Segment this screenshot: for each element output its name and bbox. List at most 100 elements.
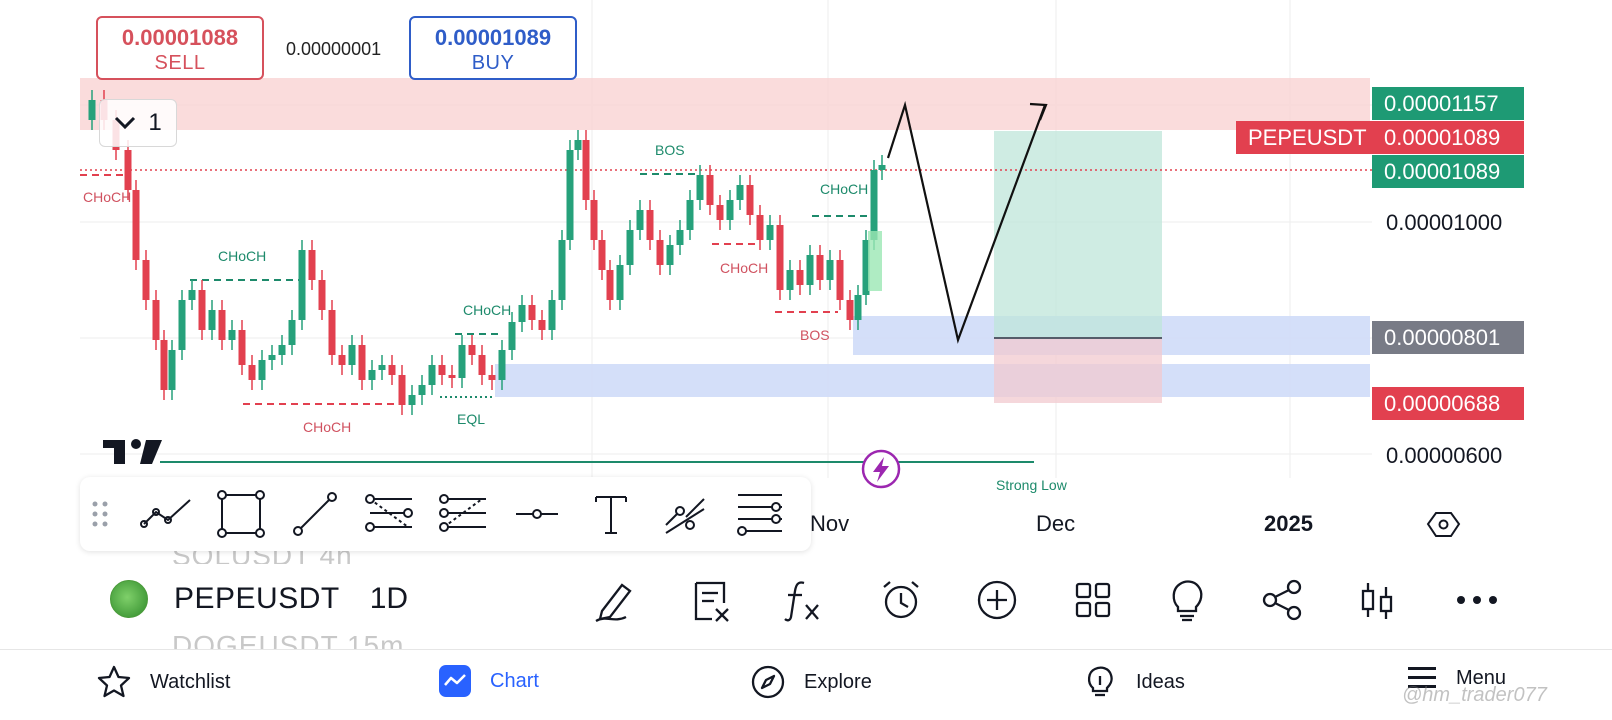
event-lightning-icon[interactable] bbox=[861, 449, 901, 489]
indicators-button[interactable] bbox=[778, 575, 828, 625]
candle-body bbox=[574, 140, 582, 150]
share-icon bbox=[1262, 579, 1302, 621]
candle-body bbox=[836, 260, 844, 300]
candle-body bbox=[318, 280, 326, 310]
indicators-count: 1 bbox=[148, 109, 162, 136]
candle-body bbox=[188, 290, 196, 300]
candlestick-icon bbox=[1361, 583, 1393, 619]
long-position-loss[interactable] bbox=[994, 338, 1162, 403]
draw-button[interactable] bbox=[590, 575, 640, 625]
trendline-tool-icon bbox=[293, 492, 337, 536]
candle-body bbox=[88, 100, 96, 120]
candle-body bbox=[288, 320, 296, 345]
candle-body bbox=[178, 300, 186, 350]
drag-handle[interactable] bbox=[80, 487, 120, 541]
entry-price-tag: 0.00000801 bbox=[1372, 321, 1524, 354]
long-position-profit[interactable] bbox=[994, 131, 1162, 338]
fib-retracement-tool[interactable] bbox=[362, 487, 416, 541]
projection-path[interactable] bbox=[886, 100, 1047, 344]
candle-body bbox=[268, 355, 276, 360]
path-tool-icon bbox=[140, 499, 191, 528]
time-tick: Nov bbox=[810, 511, 850, 536]
candle-body bbox=[862, 240, 870, 295]
rectangle-tool-icon bbox=[217, 490, 265, 538]
candle-body bbox=[566, 150, 574, 240]
eql-label: EQL bbox=[457, 411, 485, 427]
lightbulb-icon bbox=[1172, 580, 1203, 622]
candle-body bbox=[806, 255, 814, 285]
supply-zone bbox=[80, 78, 1370, 130]
measure-tool[interactable] bbox=[658, 487, 712, 541]
candle-body bbox=[756, 215, 764, 240]
buy-label: BUY bbox=[471, 52, 515, 74]
path-tool[interactable] bbox=[140, 487, 194, 541]
time-tick: Dec bbox=[1036, 511, 1076, 536]
compass-icon bbox=[751, 665, 785, 699]
candle-body bbox=[498, 350, 506, 380]
more-options-button[interactable] bbox=[1452, 575, 1502, 625]
fib-retracement-icon bbox=[365, 494, 413, 532]
candle-body bbox=[656, 240, 664, 265]
chart-type-button[interactable] bbox=[1352, 575, 1402, 625]
pitchfork-tool[interactable] bbox=[436, 487, 490, 541]
candle-body bbox=[338, 355, 346, 365]
horizontal-ray-tool[interactable] bbox=[510, 487, 564, 541]
candle-body bbox=[766, 225, 774, 240]
trendline-tool[interactable] bbox=[288, 487, 342, 541]
alarm-clock-icon bbox=[883, 581, 919, 619]
candle-body bbox=[706, 175, 714, 205]
nav-menu[interactable]: Menu bbox=[1406, 664, 1506, 692]
nav-chart[interactable]: Chart bbox=[438, 664, 539, 698]
nav-watchlist[interactable]: Watchlist bbox=[96, 664, 230, 700]
candle-body bbox=[488, 375, 496, 380]
nav-ideas[interactable]: Ideas bbox=[1082, 664, 1185, 700]
sell-label: SELL bbox=[154, 52, 206, 74]
choch-label: CHoCH bbox=[218, 248, 266, 264]
tradingview-logo-icon bbox=[103, 439, 162, 464]
price-chart[interactable]: CHoCH CHoCH CHoCH CHoCH BOS EQL CHoCH CH… bbox=[0, 0, 1612, 560]
candle-body bbox=[378, 365, 386, 370]
candle-body bbox=[418, 385, 426, 395]
candle-body bbox=[726, 200, 734, 220]
sell-price: 0.00001088 bbox=[121, 25, 239, 50]
candle-body bbox=[160, 340, 168, 390]
add-button[interactable] bbox=[972, 575, 1022, 625]
pitchfork-icon bbox=[439, 494, 486, 532]
candle-body bbox=[538, 320, 546, 330]
layout-button[interactable] bbox=[1068, 575, 1118, 625]
projection-arrowhead bbox=[1029, 102, 1048, 121]
symbol-price-tag: PEPEUSDT bbox=[1236, 121, 1372, 154]
rectangle-tool[interactable] bbox=[214, 487, 268, 541]
candle-body bbox=[218, 310, 226, 340]
symbol-selector[interactable]: PEPEUSDT 1D bbox=[110, 580, 408, 618]
price-tick: 0.00000600 bbox=[1386, 443, 1503, 468]
chart-settings-icon[interactable] bbox=[1426, 512, 1461, 537]
measure-tool-icon bbox=[665, 498, 705, 534]
indicators-collapse-button[interactable]: 1 bbox=[99, 99, 177, 147]
clear-drawings-button[interactable] bbox=[686, 575, 736, 625]
bid-price-tag: 0.00001089 bbox=[1372, 155, 1524, 188]
candle-body bbox=[696, 175, 704, 200]
hamburger-menu-icon bbox=[1408, 667, 1436, 688]
text-tool[interactable] bbox=[584, 487, 638, 541]
candle-body bbox=[528, 305, 536, 320]
more-tools[interactable] bbox=[732, 487, 786, 541]
candle-body bbox=[776, 225, 784, 290]
candle-body bbox=[686, 200, 694, 230]
ideas-button[interactable] bbox=[1162, 575, 1212, 625]
bos-label: BOS bbox=[655, 142, 685, 158]
watchlist-peek-below[interactable]: DOGEUSDT 15m bbox=[172, 630, 405, 650]
buy-button[interactable]: 0.00001089 BUY bbox=[409, 16, 577, 80]
candle-body bbox=[636, 210, 644, 230]
spread-value: 0.00000001 bbox=[286, 39, 382, 59]
alert-button[interactable] bbox=[876, 575, 926, 625]
nav-explore[interactable]: Explore bbox=[750, 664, 872, 700]
buy-price: 0.00001089 bbox=[434, 25, 552, 50]
chevron-down-icon bbox=[115, 116, 136, 130]
candle-body bbox=[142, 260, 150, 300]
candle-body bbox=[168, 350, 176, 390]
candle-body bbox=[438, 365, 446, 375]
candle-body bbox=[548, 300, 556, 330]
share-button[interactable] bbox=[1258, 575, 1308, 625]
sell-button[interactable]: 0.00001088 SELL bbox=[96, 16, 264, 80]
